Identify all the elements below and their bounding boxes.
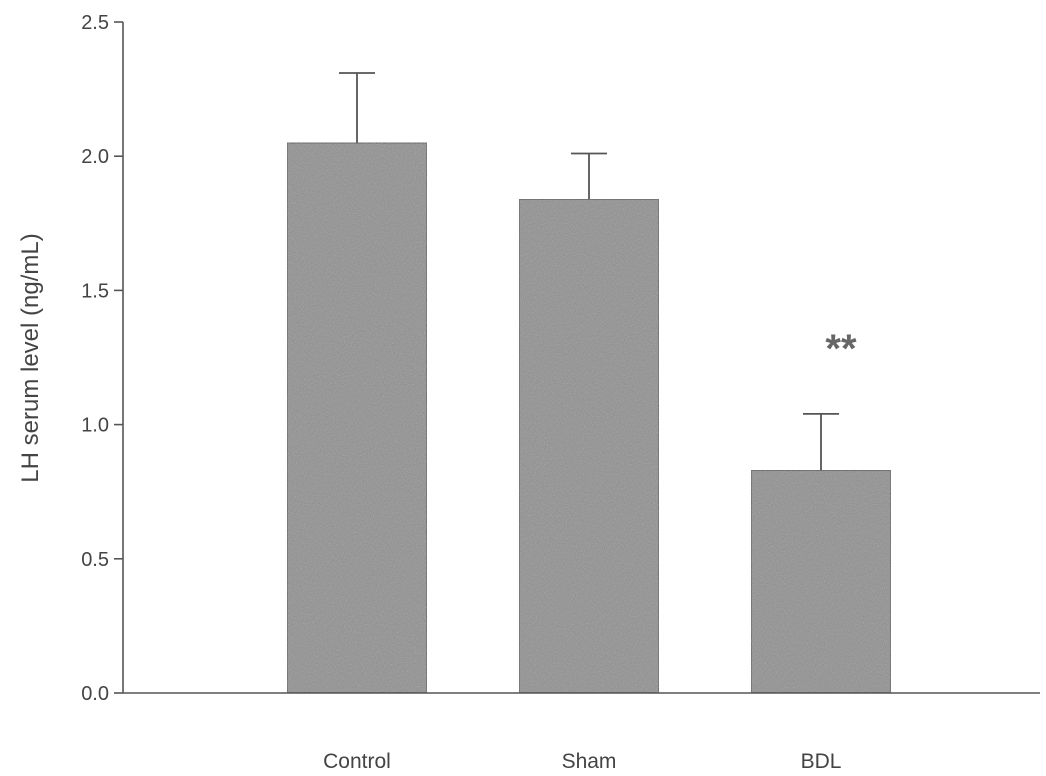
category-label-bdl: BDL <box>801 750 842 773</box>
y-tick-label: 0.0 <box>81 683 109 705</box>
bar-bdl <box>751 470 891 693</box>
annotations-group: ** <box>825 327 857 371</box>
y-tick-label: 0.5 <box>81 549 109 571</box>
y-tick-label: 2.0 <box>81 146 109 168</box>
category-label-sham: Sham <box>562 750 617 773</box>
bar-control <box>287 143 427 693</box>
bar-sham <box>519 199 659 693</box>
significance-annotation: ** <box>825 327 857 371</box>
y-tick-label: 2.5 <box>81 12 109 34</box>
category-labels-group: Control Sham BDL <box>323 750 841 773</box>
y-tick-label: 1.5 <box>81 280 109 302</box>
y-tick-label: 1.0 <box>81 415 109 437</box>
category-label-control: Control <box>323 750 391 773</box>
bars-group <box>287 143 891 693</box>
y-axis-ticks: 0.0 0.5 1.0 1.5 2.0 2.5 <box>81 12 123 705</box>
y-axis-label: LH serum level (ng/mL) <box>17 233 44 482</box>
